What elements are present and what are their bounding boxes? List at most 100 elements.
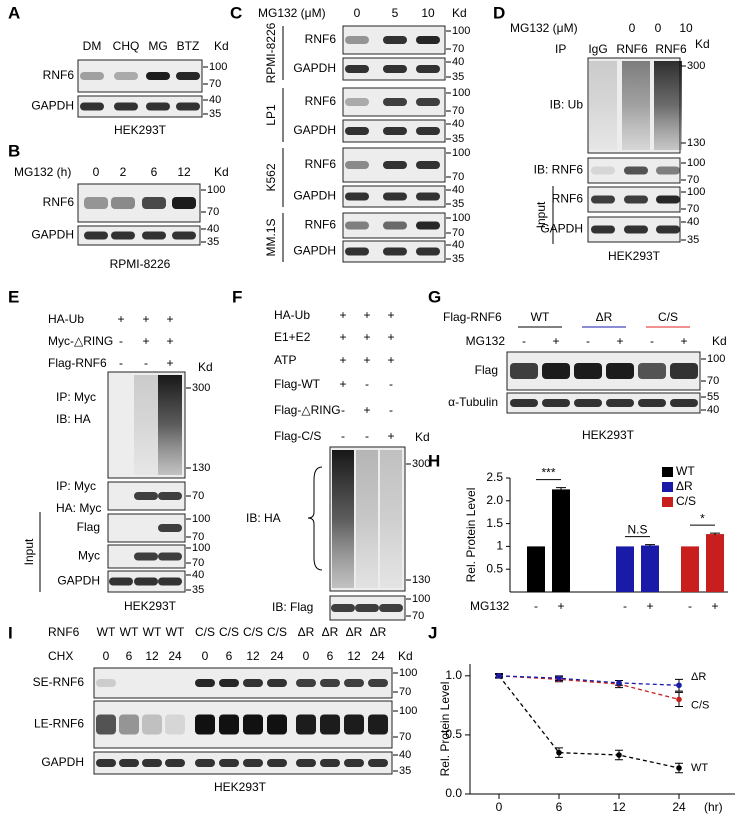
marker-label: 70 <box>687 174 699 186</box>
band <box>267 714 287 735</box>
band <box>379 604 403 612</box>
blot-label: RNF6 <box>43 68 75 82</box>
blot-label: RNF6 <box>305 218 337 232</box>
marker-label: 35 <box>687 234 699 246</box>
construct: Flag-RNF6 <box>443 310 502 324</box>
legend-label: WT <box>676 464 695 478</box>
lane-label: CHQ <box>113 39 140 53</box>
band <box>267 759 287 767</box>
lane-label: 6 <box>126 649 133 663</box>
blot <box>77 225 201 246</box>
marker-label: 40 <box>452 118 464 130</box>
marker-label: 70 <box>192 490 204 502</box>
band <box>383 127 407 135</box>
bar <box>681 546 699 592</box>
band <box>142 759 162 767</box>
band <box>80 72 104 80</box>
condition: Flag-△RING <box>274 403 341 417</box>
band <box>114 72 138 80</box>
sign: - <box>389 403 393 417</box>
genotype: ΔR <box>322 625 339 639</box>
input-label: Input <box>22 538 36 565</box>
marker-label: 35 <box>452 253 464 265</box>
series-label: WT <box>691 762 708 774</box>
marker-label: 40 <box>452 56 464 68</box>
marker-label: 40 <box>687 216 699 228</box>
genotype: WT <box>97 625 116 639</box>
condition: Flag-C/S <box>274 429 321 443</box>
band <box>345 221 369 230</box>
significance: * <box>700 511 705 525</box>
treatment: MG132 (μM) <box>510 21 578 35</box>
point <box>616 680 622 686</box>
band <box>165 759 185 767</box>
point <box>616 752 622 758</box>
band <box>345 127 369 135</box>
band <box>638 363 666 379</box>
band <box>670 363 698 379</box>
lane-label: 12 <box>347 649 361 663</box>
panel-letter: I <box>8 623 13 642</box>
panel-letter: C <box>230 3 242 22</box>
smear <box>356 450 378 588</box>
band <box>195 759 215 767</box>
marker-label: 40 <box>209 94 221 106</box>
marker-label: 70 <box>687 203 699 215</box>
cell-line: HEK293T <box>124 599 177 613</box>
kd: Kd <box>415 430 430 444</box>
band <box>542 363 570 379</box>
cell-line: RPMI-8226 <box>264 22 278 83</box>
marker-label: 100 <box>192 513 210 525</box>
ip-label: IP <box>555 42 566 56</box>
marker-label: 130 <box>687 137 705 149</box>
point <box>556 749 562 756</box>
band <box>134 492 158 500</box>
marker-label: 100 <box>399 667 417 679</box>
panel-letter: D <box>493 3 505 22</box>
x-unit: (hr) <box>704 800 723 814</box>
x-tick-label: - <box>623 599 627 613</box>
group-label: WT <box>531 310 550 324</box>
band <box>345 98 369 106</box>
marker-label: 40 <box>452 239 464 251</box>
band <box>84 231 108 240</box>
blot-label: IB: RNF6 <box>534 163 584 177</box>
panel-letter: A <box>8 3 20 22</box>
blot-label: RNF6 <box>552 192 584 206</box>
blot-label: SE-RNF6 <box>33 675 85 689</box>
band <box>109 577 133 586</box>
condition: Flag-RNF6 <box>48 356 107 370</box>
sign: - <box>119 334 123 348</box>
genotype: C/S <box>195 625 215 639</box>
lane-label: 24 <box>270 649 284 663</box>
band <box>345 65 369 73</box>
lane-label: IgG <box>588 42 607 56</box>
legend-label: ΔR <box>676 479 693 493</box>
marker-label: 70 <box>452 43 464 55</box>
legend-swatch <box>662 467 673 477</box>
band <box>591 166 615 175</box>
smear <box>332 450 354 588</box>
marker-label: 130 <box>412 574 430 586</box>
cell-line: K562 <box>264 163 278 191</box>
y-axis-label: Rel. Protein Level <box>438 682 452 777</box>
condition: Flag-WT <box>274 377 321 391</box>
band <box>296 679 316 687</box>
lane-label: 0 <box>354 6 361 20</box>
y-tick-label: 1.0 <box>445 668 462 682</box>
cell-line: HEK293T <box>214 780 267 794</box>
lane-label: 12 <box>177 165 191 179</box>
y-tick-label: 0.5 <box>486 561 503 575</box>
condition: E1+E2 <box>274 330 311 344</box>
marker-label: 100 <box>452 25 470 37</box>
lane-label: 12 <box>145 649 159 663</box>
band <box>416 127 440 135</box>
blot-label: Myc <box>78 549 100 563</box>
band <box>158 492 182 500</box>
band <box>320 759 340 767</box>
band <box>320 679 340 687</box>
smear <box>158 375 182 475</box>
sign: + <box>339 377 346 391</box>
band <box>96 679 116 687</box>
